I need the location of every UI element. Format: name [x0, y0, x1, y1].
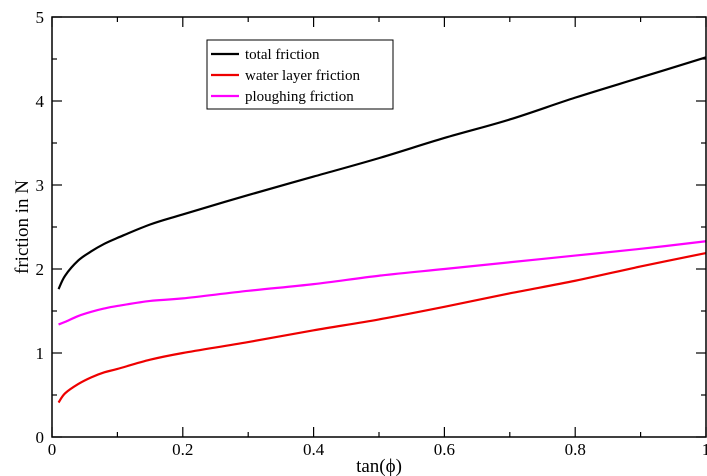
x-tick-label: 0.8 [565, 440, 586, 459]
series-layer [57, 56, 707, 404]
tick-label-layer: 0 0.2 0.4 0.6 0.8 1 0 1 2 3 4 5 [36, 8, 707, 459]
x-tick-label: 0.2 [172, 440, 193, 459]
legend: total friction water layer friction plou… [206, 39, 394, 110]
y-tick-label: 2 [36, 260, 45, 279]
x-tick-label: 0.6 [434, 440, 455, 459]
x-tick-label: 0 [48, 440, 57, 459]
series-line-total-friction [57, 56, 707, 290]
legend-label-total-friction: total friction [245, 47, 320, 63]
y-tick-label: 5 [36, 8, 45, 27]
series-line-water-layer-friction [57, 251, 707, 404]
legend-label-ploughing-friction: ploughing friction [245, 89, 354, 105]
plot-frame [51, 16, 707, 438]
y-tick-label: 3 [36, 176, 45, 195]
x-tick-label: 1 [702, 440, 707, 459]
series-line-ploughing-friction [58, 240, 707, 326]
y-axis-label: friction in N [12, 180, 33, 274]
y-tick-label: 0 [36, 428, 45, 447]
legend-label-water-layer-friction: water layer friction [245, 68, 360, 84]
y-tick-label: 4 [36, 92, 45, 111]
x-tick-label: 0.4 [303, 440, 325, 459]
y-tick-label: 1 [36, 344, 45, 363]
x-axis-label: tan(ϕ) [356, 456, 402, 476]
